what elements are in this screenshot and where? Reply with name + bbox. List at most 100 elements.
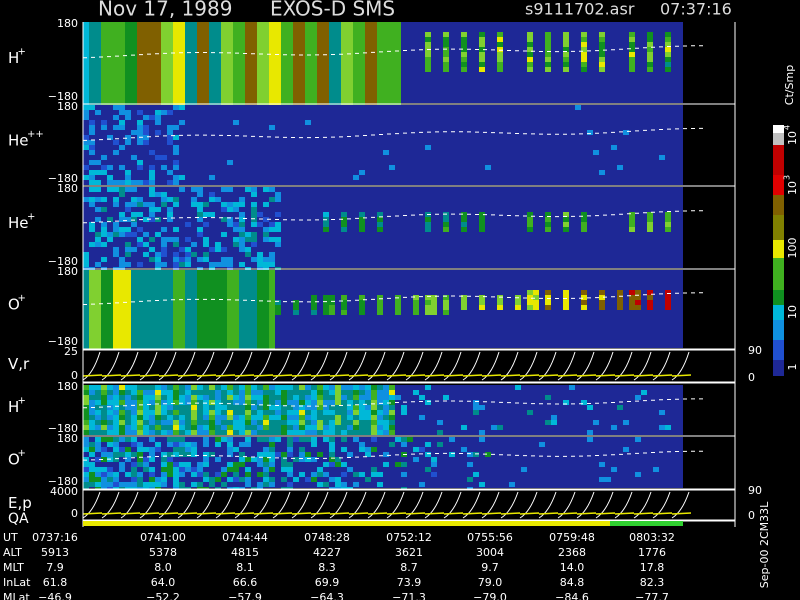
spectrogram-cell xyxy=(191,447,197,452)
spectrogram-cell xyxy=(119,400,125,405)
spectrogram-cell xyxy=(545,37,551,42)
spectrogram-cell xyxy=(89,140,95,145)
spectrogram-cell xyxy=(179,390,185,395)
spectrogram-cell xyxy=(173,145,179,150)
spectrogram-cell xyxy=(179,187,185,192)
spectrogram-cell xyxy=(191,42,197,47)
footer-value: 7.9 xyxy=(46,561,64,574)
spectrogram-cell xyxy=(317,37,323,42)
spectrogram-cell xyxy=(215,477,221,482)
spectrogram-cell xyxy=(197,57,203,62)
spectrogram-cell xyxy=(125,275,131,280)
spectrogram-cell xyxy=(185,97,191,102)
spectrogram-cell xyxy=(323,405,329,410)
spectrogram-cell xyxy=(371,77,377,82)
spectrogram-cell xyxy=(173,462,179,467)
spectrogram-cell xyxy=(305,42,311,47)
spectrogram-cell xyxy=(179,315,185,320)
spectrogram-cell xyxy=(383,405,389,410)
spectrogram-cell xyxy=(251,62,257,67)
spectrogram-cell xyxy=(347,430,353,435)
spectrogram-cell xyxy=(95,290,101,295)
spectrogram-cell xyxy=(131,97,137,102)
spectrogram-cell xyxy=(113,270,119,275)
spectrogram-cell xyxy=(341,447,347,452)
spectrogram-cell xyxy=(143,202,149,207)
spectrogram-cell xyxy=(203,437,209,442)
spectrogram-cell xyxy=(155,67,161,72)
spectrogram-cell xyxy=(353,37,359,42)
spectrogram-cell xyxy=(101,120,107,125)
spectrogram-cell xyxy=(461,222,467,227)
spectrogram-cell xyxy=(443,305,449,310)
spectrogram-cell xyxy=(95,280,101,285)
footer-value: 9.7 xyxy=(481,561,499,574)
spectrogram-cell xyxy=(119,300,125,305)
spectrogram-cell xyxy=(125,300,131,305)
spectrogram-cell xyxy=(83,300,89,305)
spectrogram-cell xyxy=(233,57,239,62)
spectrogram-cell xyxy=(239,67,245,72)
spectrogram-cell xyxy=(335,82,341,87)
spectrogram-cell xyxy=(179,72,185,77)
spectrogram-cell xyxy=(317,420,323,425)
spectrogram-cell xyxy=(239,462,245,467)
spectrogram-cell xyxy=(497,32,503,37)
spectrogram-cell xyxy=(563,62,569,67)
axis-bottom-label: −180 xyxy=(48,90,78,103)
spectrogram-cell xyxy=(311,22,317,27)
spectrogram-cell xyxy=(665,42,671,47)
spectrogram-cell xyxy=(227,452,233,457)
spectrogram-cell xyxy=(287,415,293,420)
spectrogram-cell xyxy=(167,212,173,217)
spectrogram-cell xyxy=(227,262,233,267)
spectrogram-cell xyxy=(449,437,455,442)
spectrogram-cell xyxy=(83,27,89,32)
spectrogram-cell xyxy=(293,92,299,97)
colorbar-unit: Ct/Smp xyxy=(783,65,796,105)
spectrogram-cell xyxy=(389,72,395,77)
spectrogram-cell xyxy=(347,37,353,42)
spectrogram-cell xyxy=(119,57,125,62)
spectrogram-cell xyxy=(575,105,581,110)
spectrogram-cell xyxy=(629,57,635,62)
right-tick-label: 90 xyxy=(748,484,762,497)
spectrogram-cell xyxy=(227,87,233,92)
spectrogram-cell xyxy=(341,310,347,315)
spectrogram-cell xyxy=(323,47,329,52)
spectrogram-cell xyxy=(251,242,257,247)
spectrogram-cell xyxy=(107,52,113,57)
spectrogram-cell xyxy=(119,105,125,110)
axis-top-label: 25 xyxy=(64,345,78,358)
spectrogram-cell xyxy=(227,415,233,420)
axis-bottom-label: −180 xyxy=(48,255,78,268)
spectrogram-cell xyxy=(101,165,107,170)
spectrogram-cell xyxy=(335,92,341,97)
spectrogram-cell xyxy=(629,62,635,67)
spectrogram-cell xyxy=(293,420,299,425)
spectrogram-cell xyxy=(269,252,275,257)
spectrogram-cell xyxy=(173,415,179,420)
spectrogram-cell xyxy=(179,310,185,315)
spectrogram-cell xyxy=(197,305,203,310)
spectrogram-cell xyxy=(179,330,185,335)
spectrogram-cell xyxy=(167,170,173,175)
spectrogram-cell xyxy=(167,457,173,462)
spectrogram-cell xyxy=(137,22,143,27)
spectrogram-cell xyxy=(125,232,131,237)
spectrogram-cell xyxy=(95,335,101,340)
spectrogram-cell xyxy=(95,325,101,330)
spectrogram-cell xyxy=(227,207,233,212)
spectrogram-cell xyxy=(215,37,221,42)
spectrogram-cell xyxy=(377,415,383,420)
spectrogram-cell xyxy=(305,405,311,410)
spectrogram-cell xyxy=(323,32,329,37)
spectrogram-cell xyxy=(167,87,173,92)
spectrogram-cell xyxy=(101,67,107,72)
spectrogram-cell xyxy=(137,82,143,87)
spectrogram-cell xyxy=(221,395,227,400)
spectrogram-cell xyxy=(299,420,305,425)
spectrogram-cell xyxy=(443,57,449,62)
spectrogram-cell xyxy=(389,22,395,27)
spectrogram-cell xyxy=(245,400,251,405)
